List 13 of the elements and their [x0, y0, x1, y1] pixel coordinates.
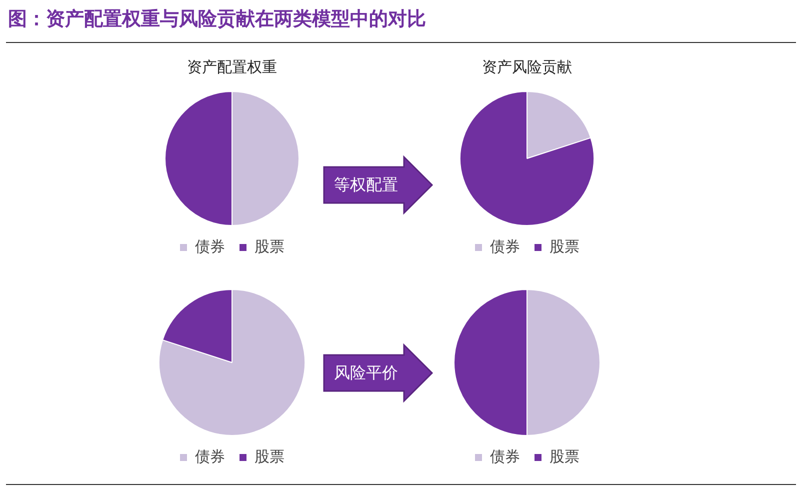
legend-label: 股票: [550, 237, 580, 256]
chart-subtitle: 资产配置权重: [187, 58, 277, 76]
legend-label: 股票: [550, 447, 580, 466]
right-arrow: 风险平价: [322, 343, 434, 403]
legend-label: 债券: [490, 447, 520, 466]
chart-title: 图：资产配置权重与风险贡献在两类模型中的对比: [8, 7, 426, 32]
chart-title: 资产风险贡献: [482, 58, 572, 76]
legend-label: 债券: [195, 447, 225, 466]
legend-label: 股票: [254, 237, 284, 256]
legend-label: 股票: [254, 447, 284, 466]
right-arrow: 等权配置: [322, 155, 434, 215]
legend-label: 债券: [490, 237, 520, 256]
legend-label: 债券: [195, 237, 225, 256]
